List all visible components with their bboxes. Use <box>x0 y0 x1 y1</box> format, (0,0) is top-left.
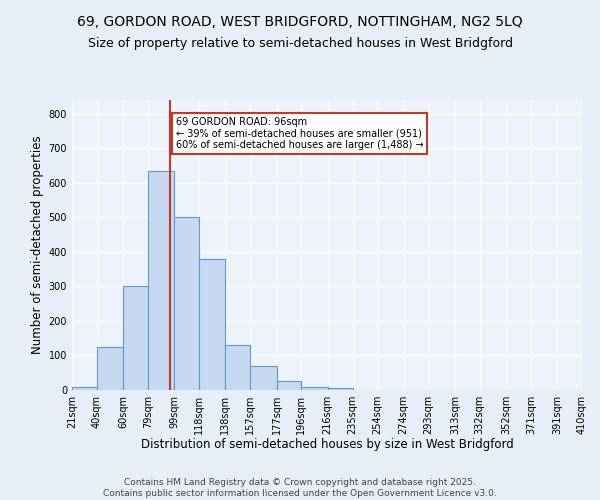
Bar <box>226 345 250 390</box>
Bar <box>250 366 277 390</box>
Bar <box>72 386 97 390</box>
Bar <box>301 386 328 390</box>
Bar <box>148 171 174 390</box>
Bar <box>97 347 123 390</box>
Bar <box>123 286 148 390</box>
Text: Size of property relative to semi-detached houses in West Bridgford: Size of property relative to semi-detach… <box>88 38 512 51</box>
Bar <box>277 382 301 390</box>
Bar <box>199 259 226 390</box>
Text: 69, GORDON ROAD, WEST BRIDGFORD, NOTTINGHAM, NG2 5LQ: 69, GORDON ROAD, WEST BRIDGFORD, NOTTING… <box>77 15 523 29</box>
Y-axis label: Number of semi-detached properties: Number of semi-detached properties <box>31 136 44 354</box>
Bar <box>174 218 199 390</box>
Bar <box>328 388 353 390</box>
Text: Contains HM Land Registry data © Crown copyright and database right 2025.
Contai: Contains HM Land Registry data © Crown c… <box>103 478 497 498</box>
Text: 69 GORDON ROAD: 96sqm
← 39% of semi-detached houses are smaller (951)
60% of sem: 69 GORDON ROAD: 96sqm ← 39% of semi-deta… <box>176 118 423 150</box>
X-axis label: Distribution of semi-detached houses by size in West Bridgford: Distribution of semi-detached houses by … <box>140 438 514 452</box>
